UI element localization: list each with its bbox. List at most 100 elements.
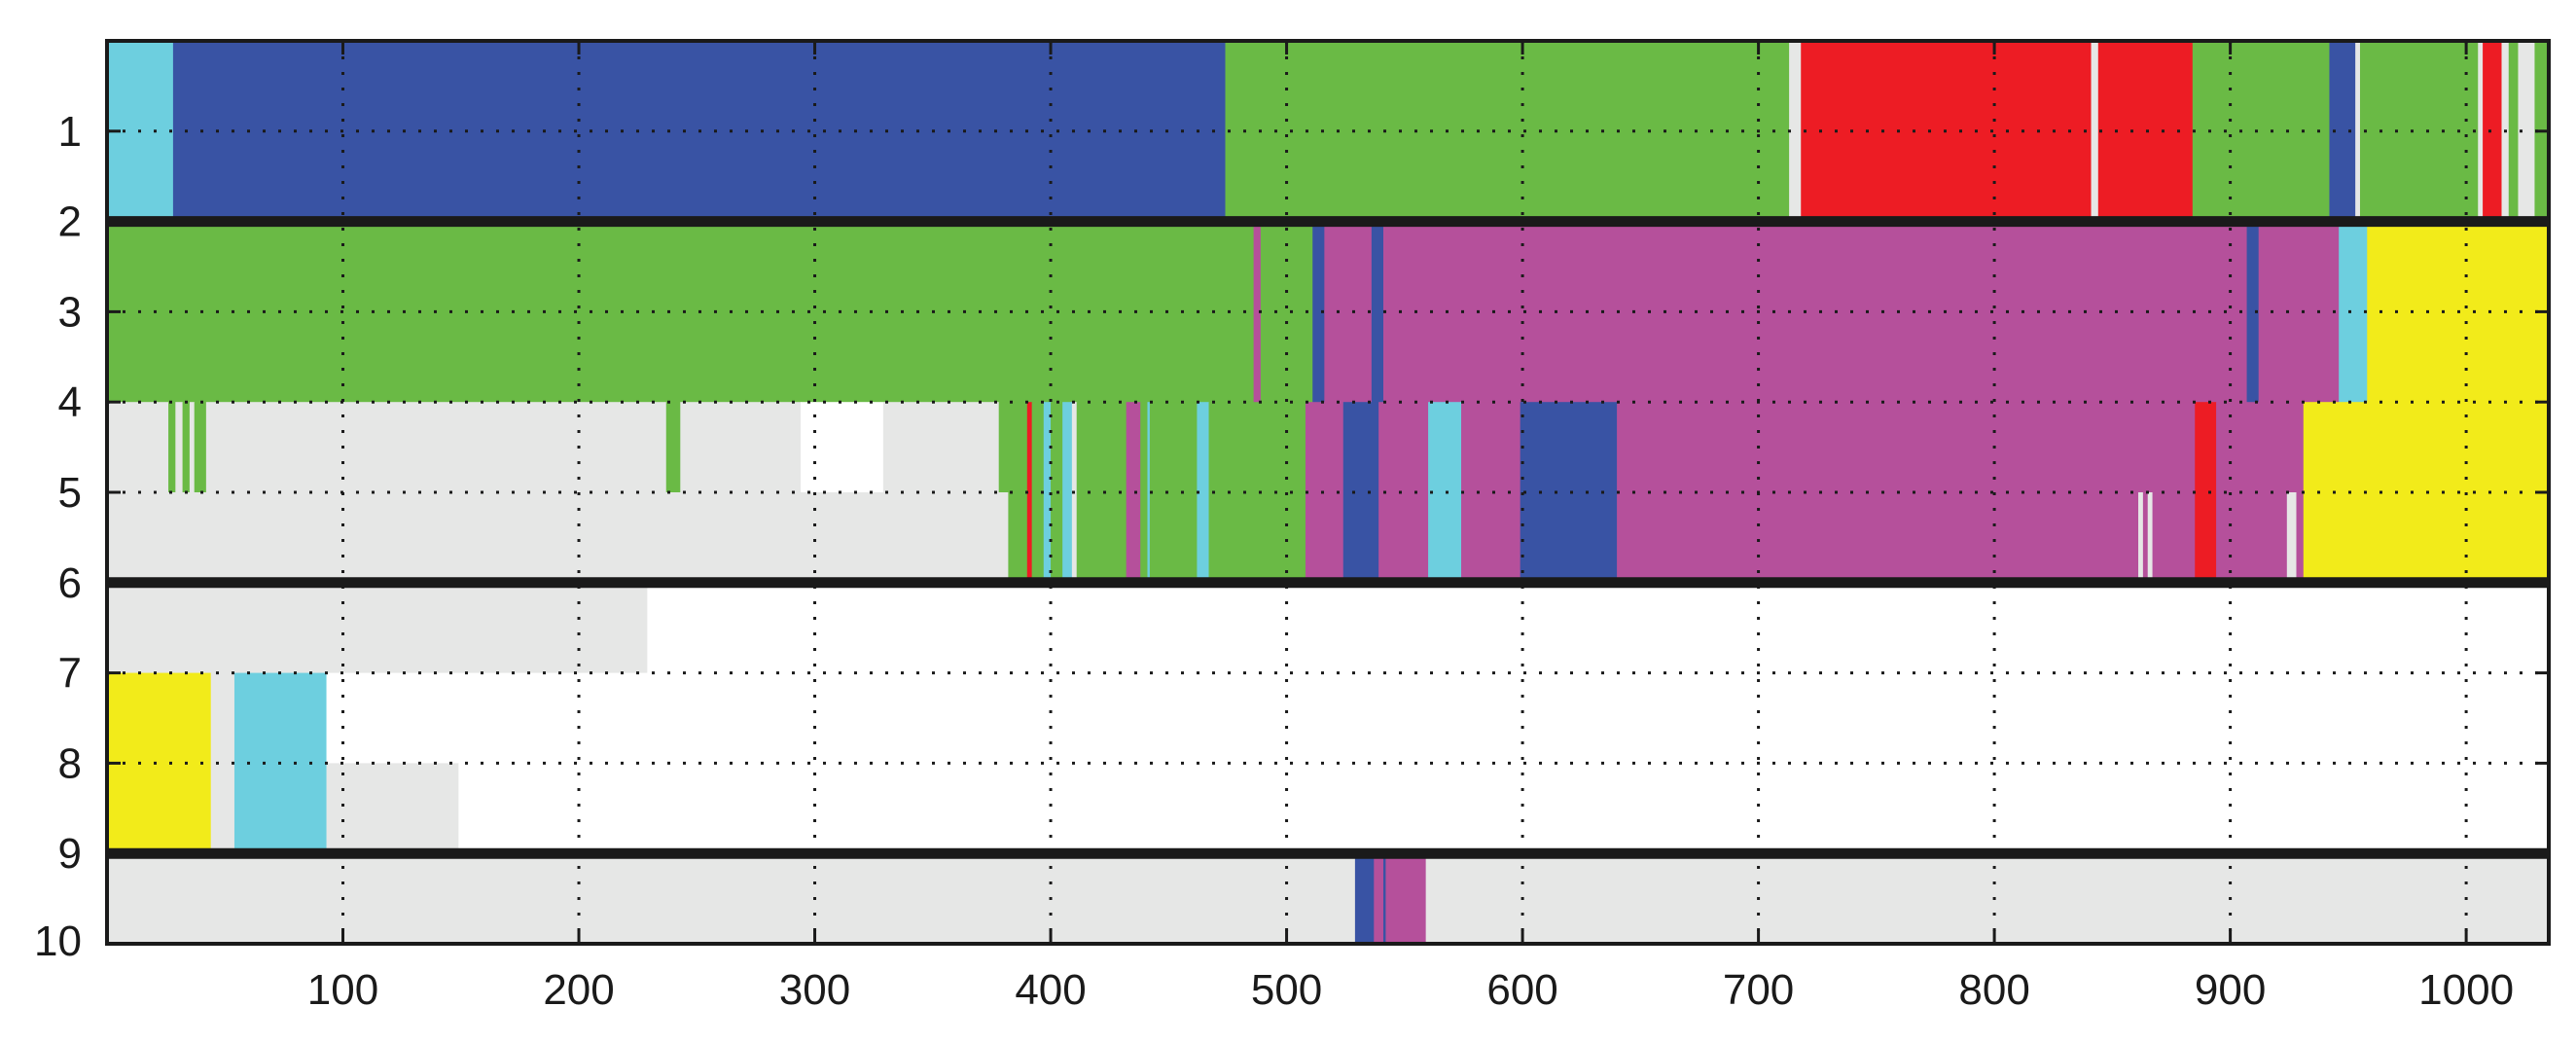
segment-row3-32: [1617, 402, 2196, 493]
segment-row2-4: [1312, 221, 1325, 403]
segment-layer: [107, 41, 2550, 945]
segment-row6-3: [233, 672, 328, 764]
segment-row1-15: [2508, 41, 2520, 223]
segment-row4-26: [2152, 492, 2196, 584]
y-tick-label-4: 4: [58, 378, 82, 426]
y-tick-label-2: 2: [58, 198, 82, 246]
segment-row4-30: [2296, 492, 2305, 584]
segment-row1-4: [1789, 41, 1802, 223]
segment-row8-4: [1382, 853, 1387, 945]
segment-row3-6: [194, 402, 207, 493]
segment-row3-30: [1461, 402, 1521, 493]
x-tick-label-100: 100: [307, 966, 378, 1014]
segment-row4-3: [1026, 492, 1033, 584]
segment-row7-3: [233, 763, 328, 854]
segment-row2-10: [2339, 221, 2368, 403]
segment-row4-13: [1149, 492, 1198, 584]
segment-row1-8: [2192, 41, 2331, 223]
segment-row4-6: [1051, 492, 1063, 584]
segment-row1-3: [1225, 41, 1790, 223]
segment-row6-4: [326, 672, 2550, 764]
segment-row3-1: [107, 402, 169, 493]
segment-row4-14: [1197, 492, 1210, 584]
segment-row7-4: [326, 763, 459, 854]
segment-row8-6: [1425, 853, 2550, 945]
segment-row3-4: [182, 402, 191, 493]
y-tick-label-5: 5: [58, 469, 82, 517]
segment-row8-1: [107, 853, 1356, 945]
segment-row6-2: [210, 672, 235, 764]
segment-row4-20: [1461, 492, 1521, 584]
segment-row4-18: [1378, 492, 1429, 584]
x-tick-label-600: 600: [1486, 966, 1557, 1014]
segment-row3-12: [998, 402, 1028, 493]
segment-row4-12: [1147, 492, 1151, 584]
segment-row4-5: [1043, 492, 1052, 584]
segment-row3-31: [1520, 402, 1618, 493]
segment-row2-7: [1382, 221, 2248, 403]
y-tick-label-1: 1: [58, 108, 82, 156]
y-tick-label-6: 6: [58, 559, 82, 607]
segment-row3-33: [2195, 402, 2217, 493]
segment-row1-11: [2359, 41, 2479, 223]
segment-row4-24: [2142, 492, 2149, 584]
y-tick-label-9: 9: [58, 830, 82, 878]
segment-row3-3: [175, 402, 184, 493]
segment-row7-2: [210, 763, 235, 854]
x-tick-labels: 100 200 300 400 500 600 700 800 900 1000: [307, 966, 2514, 1014]
x-tick-label-500: 500: [1251, 966, 1322, 1014]
segment-row2-3: [1260, 221, 1313, 403]
segment-row4-7: [1062, 492, 1073, 584]
segment-row4-21: [1520, 492, 1618, 584]
segment-row1-12: [2478, 41, 2484, 223]
segment-row2-5: [1324, 221, 1373, 403]
segment-row3-24: [1197, 402, 1210, 493]
segment-row3-20: [1126, 402, 1141, 493]
segment-row4-17: [1342, 492, 1379, 584]
segment-row3-15: [1043, 402, 1052, 493]
segment-row3-16: [1051, 402, 1063, 493]
x-tick-label-400: 400: [1015, 966, 1086, 1014]
segment-row3-22: [1147, 402, 1151, 493]
segment-row1-6: [2091, 41, 2099, 223]
segment-row4-1: [107, 492, 1009, 584]
segment-row4-25: [2147, 492, 2154, 584]
segment-row3-23: [1149, 402, 1198, 493]
group-separators: [107, 216, 2549, 859]
y-tick-label-8: 8: [58, 739, 82, 787]
x-tick-label-1000: 1000: [2418, 966, 2514, 1014]
segment-row1-13: [2483, 41, 2503, 223]
x-tick-label-700: 700: [1723, 966, 1794, 1014]
segment-row3-5: [189, 402, 196, 493]
segment-row6-1: [107, 672, 212, 764]
segment-row4-2: [1008, 492, 1028, 584]
segment-row3-17: [1062, 402, 1073, 493]
y-tick-label-10: 10: [34, 917, 82, 965]
segment-row3-2: [168, 402, 176, 493]
segment-row4-29: [2286, 492, 2298, 584]
segment-row4-27: [2195, 492, 2217, 584]
segment-row2-8: [2246, 221, 2260, 403]
segment-row4-15: [1208, 492, 1306, 584]
segment-row3-19: [1076, 402, 1127, 493]
x-tick-label-900: 900: [2195, 966, 2266, 1014]
segment-row3-28: [1378, 402, 1429, 493]
segment-row3-9: [680, 402, 802, 493]
segment-row4-22: [1617, 492, 2139, 584]
segment-row5-1: [107, 582, 648, 674]
segment-row3-7: [205, 402, 667, 493]
x-tick-label-800: 800: [1958, 966, 2029, 1014]
x-tick-label-300: 300: [779, 966, 850, 1014]
segment-row8-3: [1374, 853, 1384, 945]
segment-row7-5: [458, 763, 2550, 854]
segment-row3-11: [882, 402, 1000, 493]
tick-marks: [107, 41, 2549, 946]
segment-row4-16: [1305, 492, 1344, 584]
segment-row1-16: [2518, 41, 2536, 223]
segment-row7-1: [107, 763, 212, 854]
segment-row3-18: [1071, 402, 1078, 493]
segment-row5-2: [647, 582, 2550, 674]
segment-row8-5: [1385, 853, 1427, 945]
segment-row4-31: [2303, 492, 2550, 584]
